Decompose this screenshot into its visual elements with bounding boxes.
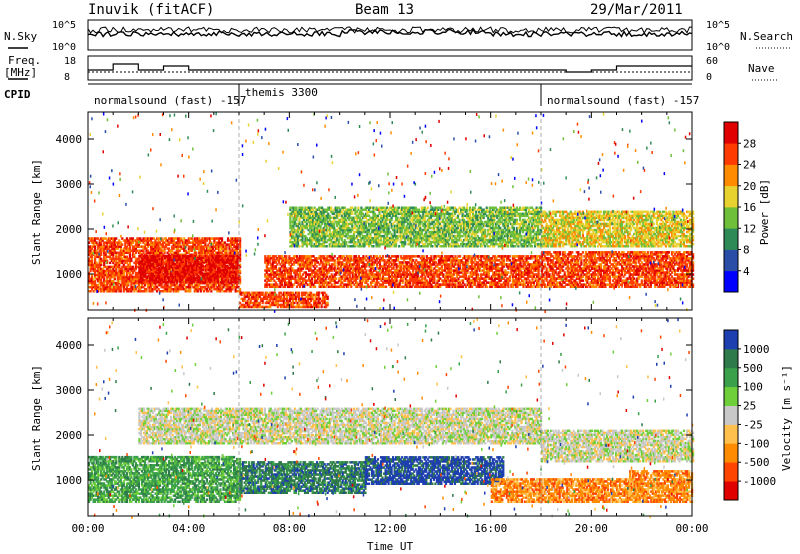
nave-label: Nave [748, 62, 775, 75]
nsearch-tick-top: 10^5 [706, 20, 730, 31]
heatmap-cell [237, 271, 239, 274]
heatmap-cell [486, 286, 488, 289]
heatmap-cell [327, 302, 329, 305]
heatmap-cell [202, 265, 204, 268]
heatmap-cell [334, 255, 336, 258]
nave-tick-top: 60 [706, 56, 718, 67]
heatmap-cell [239, 270, 241, 273]
nsky-panel: N.Sky 10^5 10^0 10^5 10^0 N.Search [4, 20, 793, 53]
heatmap-cell [182, 281, 184, 284]
heatmap-cell [314, 286, 316, 289]
beam-title: Beam 13 [355, 2, 414, 18]
nave-tick-bottom: 0 [706, 72, 712, 83]
nsearch-tick-bottom: 10^0 [706, 42, 730, 53]
heatmap-cell [459, 255, 461, 258]
cpid-segment-label: themis 3300 [245, 86, 318, 99]
heatmap-cell [327, 296, 329, 299]
heatmap-cell [397, 255, 399, 258]
heatmap-cell [115, 237, 117, 240]
freq-unit: [MHz] [4, 66, 37, 79]
heatmap-cell [285, 255, 287, 258]
heatmap-cell [298, 292, 300, 295]
freq-tick-bottom: 8 [64, 72, 70, 83]
heatmap-cell [121, 243, 123, 246]
heatmap-cell [195, 252, 197, 255]
heatmap-cell [350, 255, 352, 258]
date-title: 29/Mar/2011 [590, 2, 683, 18]
cpid-label: CPID [4, 88, 31, 101]
heatmap-cell [423, 255, 425, 258]
heatmap-cell [385, 286, 387, 289]
cpid-segment-label: normalsound (fast) -157 [547, 94, 699, 107]
heatmap-cell [430, 255, 432, 258]
nsky-tick-top: 10^5 [52, 20, 76, 31]
freq-panel: Freq. [MHz] 18 8 60 0 Nave [4, 54, 778, 83]
heatmap-cell [202, 269, 204, 272]
station-title: Inuvik (fitACF) [88, 2, 214, 18]
heatmap-cell [335, 277, 337, 280]
heatmap-cell [477, 273, 479, 276]
nsky-label: N.Sky [4, 30, 37, 43]
heatmap-cell [316, 265, 318, 268]
nsearch-label: N.Search [740, 30, 793, 43]
freq-tick-top: 18 [64, 56, 76, 67]
heatmap-cell [365, 269, 367, 272]
heatmap-cell [232, 255, 234, 258]
heatmap-cell [382, 255, 384, 258]
heatmap-cell [238, 257, 240, 260]
heatmap-cell [146, 281, 148, 284]
nsky-tick-bottom: 10^0 [52, 42, 76, 53]
cpid-segment-label: normalsound (fast) -157 [94, 94, 246, 107]
heatmap-cell [221, 237, 223, 240]
heatmap-cell [334, 259, 336, 262]
